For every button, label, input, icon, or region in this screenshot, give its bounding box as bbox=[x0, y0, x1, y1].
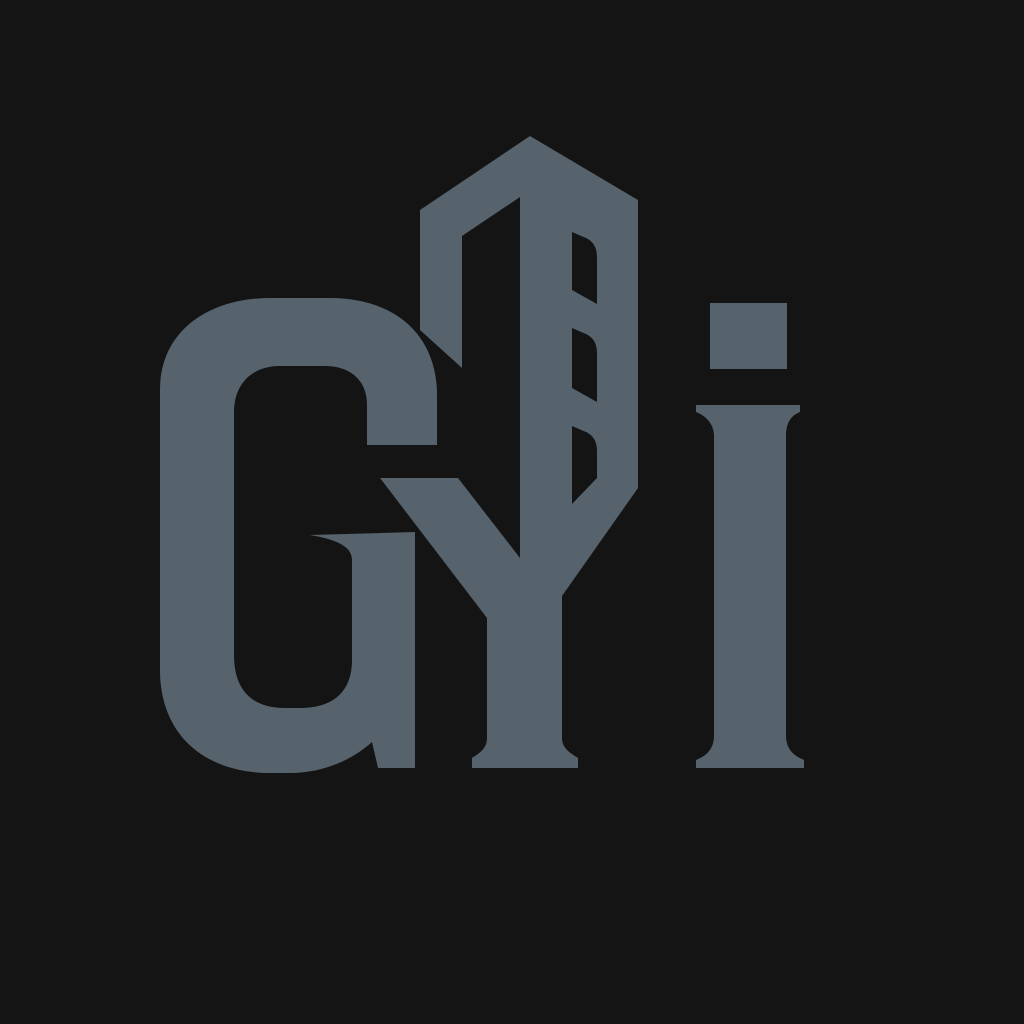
tower-window-3 bbox=[572, 426, 597, 504]
letter-i-stem bbox=[696, 405, 804, 768]
letter-i-dot bbox=[710, 303, 787, 369]
letter-y bbox=[380, 136, 638, 768]
tower-window-1 bbox=[572, 232, 597, 304]
letter-g bbox=[160, 298, 437, 773]
tower-window-2 bbox=[572, 328, 597, 402]
